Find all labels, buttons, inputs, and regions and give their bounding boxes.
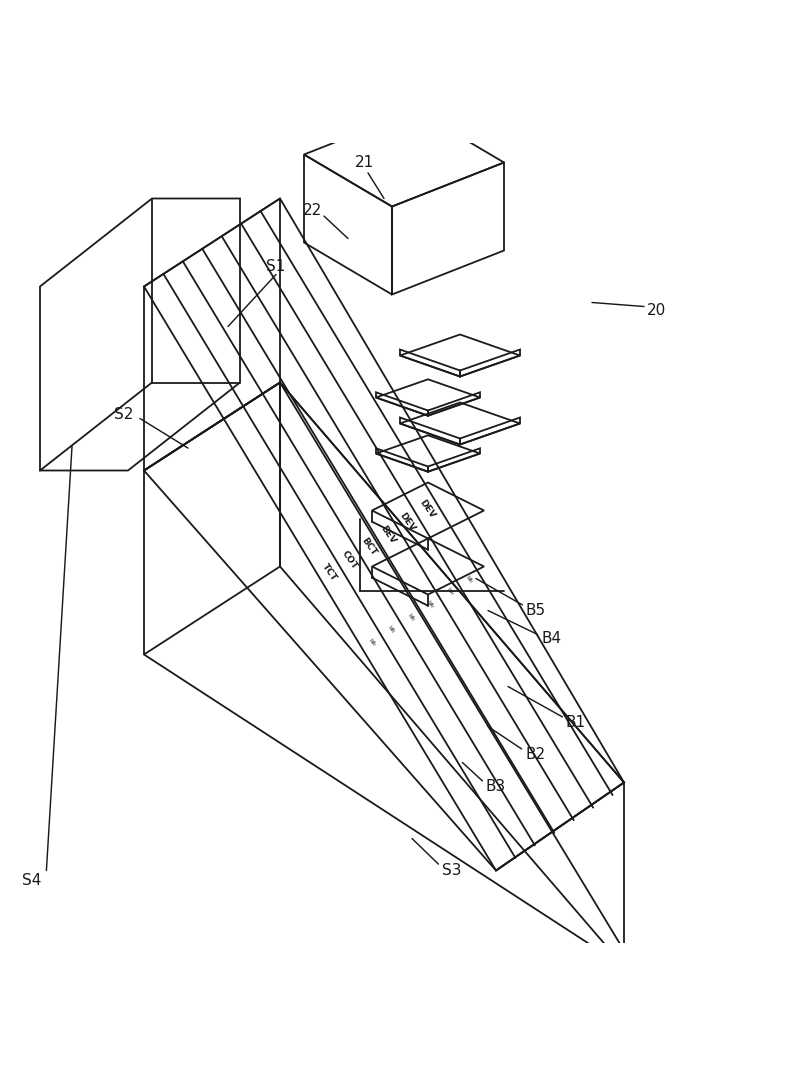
Text: blk: blk [387,625,396,635]
Text: blk: blk [367,638,376,647]
Text: blk: blk [465,575,474,584]
Text: 22: 22 [302,203,322,218]
Text: S4: S4 [22,873,42,889]
Text: B3: B3 [486,779,506,794]
Text: blk: blk [426,600,434,610]
Text: B5: B5 [526,603,546,618]
Text: BCT: BCT [359,536,378,558]
Text: B2: B2 [526,746,546,762]
Text: BEV: BEV [378,524,398,546]
Text: B1: B1 [566,715,586,730]
Text: DEV: DEV [398,511,417,533]
Text: S1: S1 [266,259,286,275]
Text: DEV: DEV [418,498,437,521]
Text: 21: 21 [354,155,374,170]
Text: blk: blk [446,587,454,597]
Text: blk: blk [406,612,415,622]
Text: S3: S3 [442,863,462,878]
Text: COT: COT [339,549,358,571]
Text: 20: 20 [646,303,666,318]
Text: B4: B4 [542,631,562,646]
Text: TCT: TCT [321,562,339,583]
Text: S2: S2 [114,407,134,422]
